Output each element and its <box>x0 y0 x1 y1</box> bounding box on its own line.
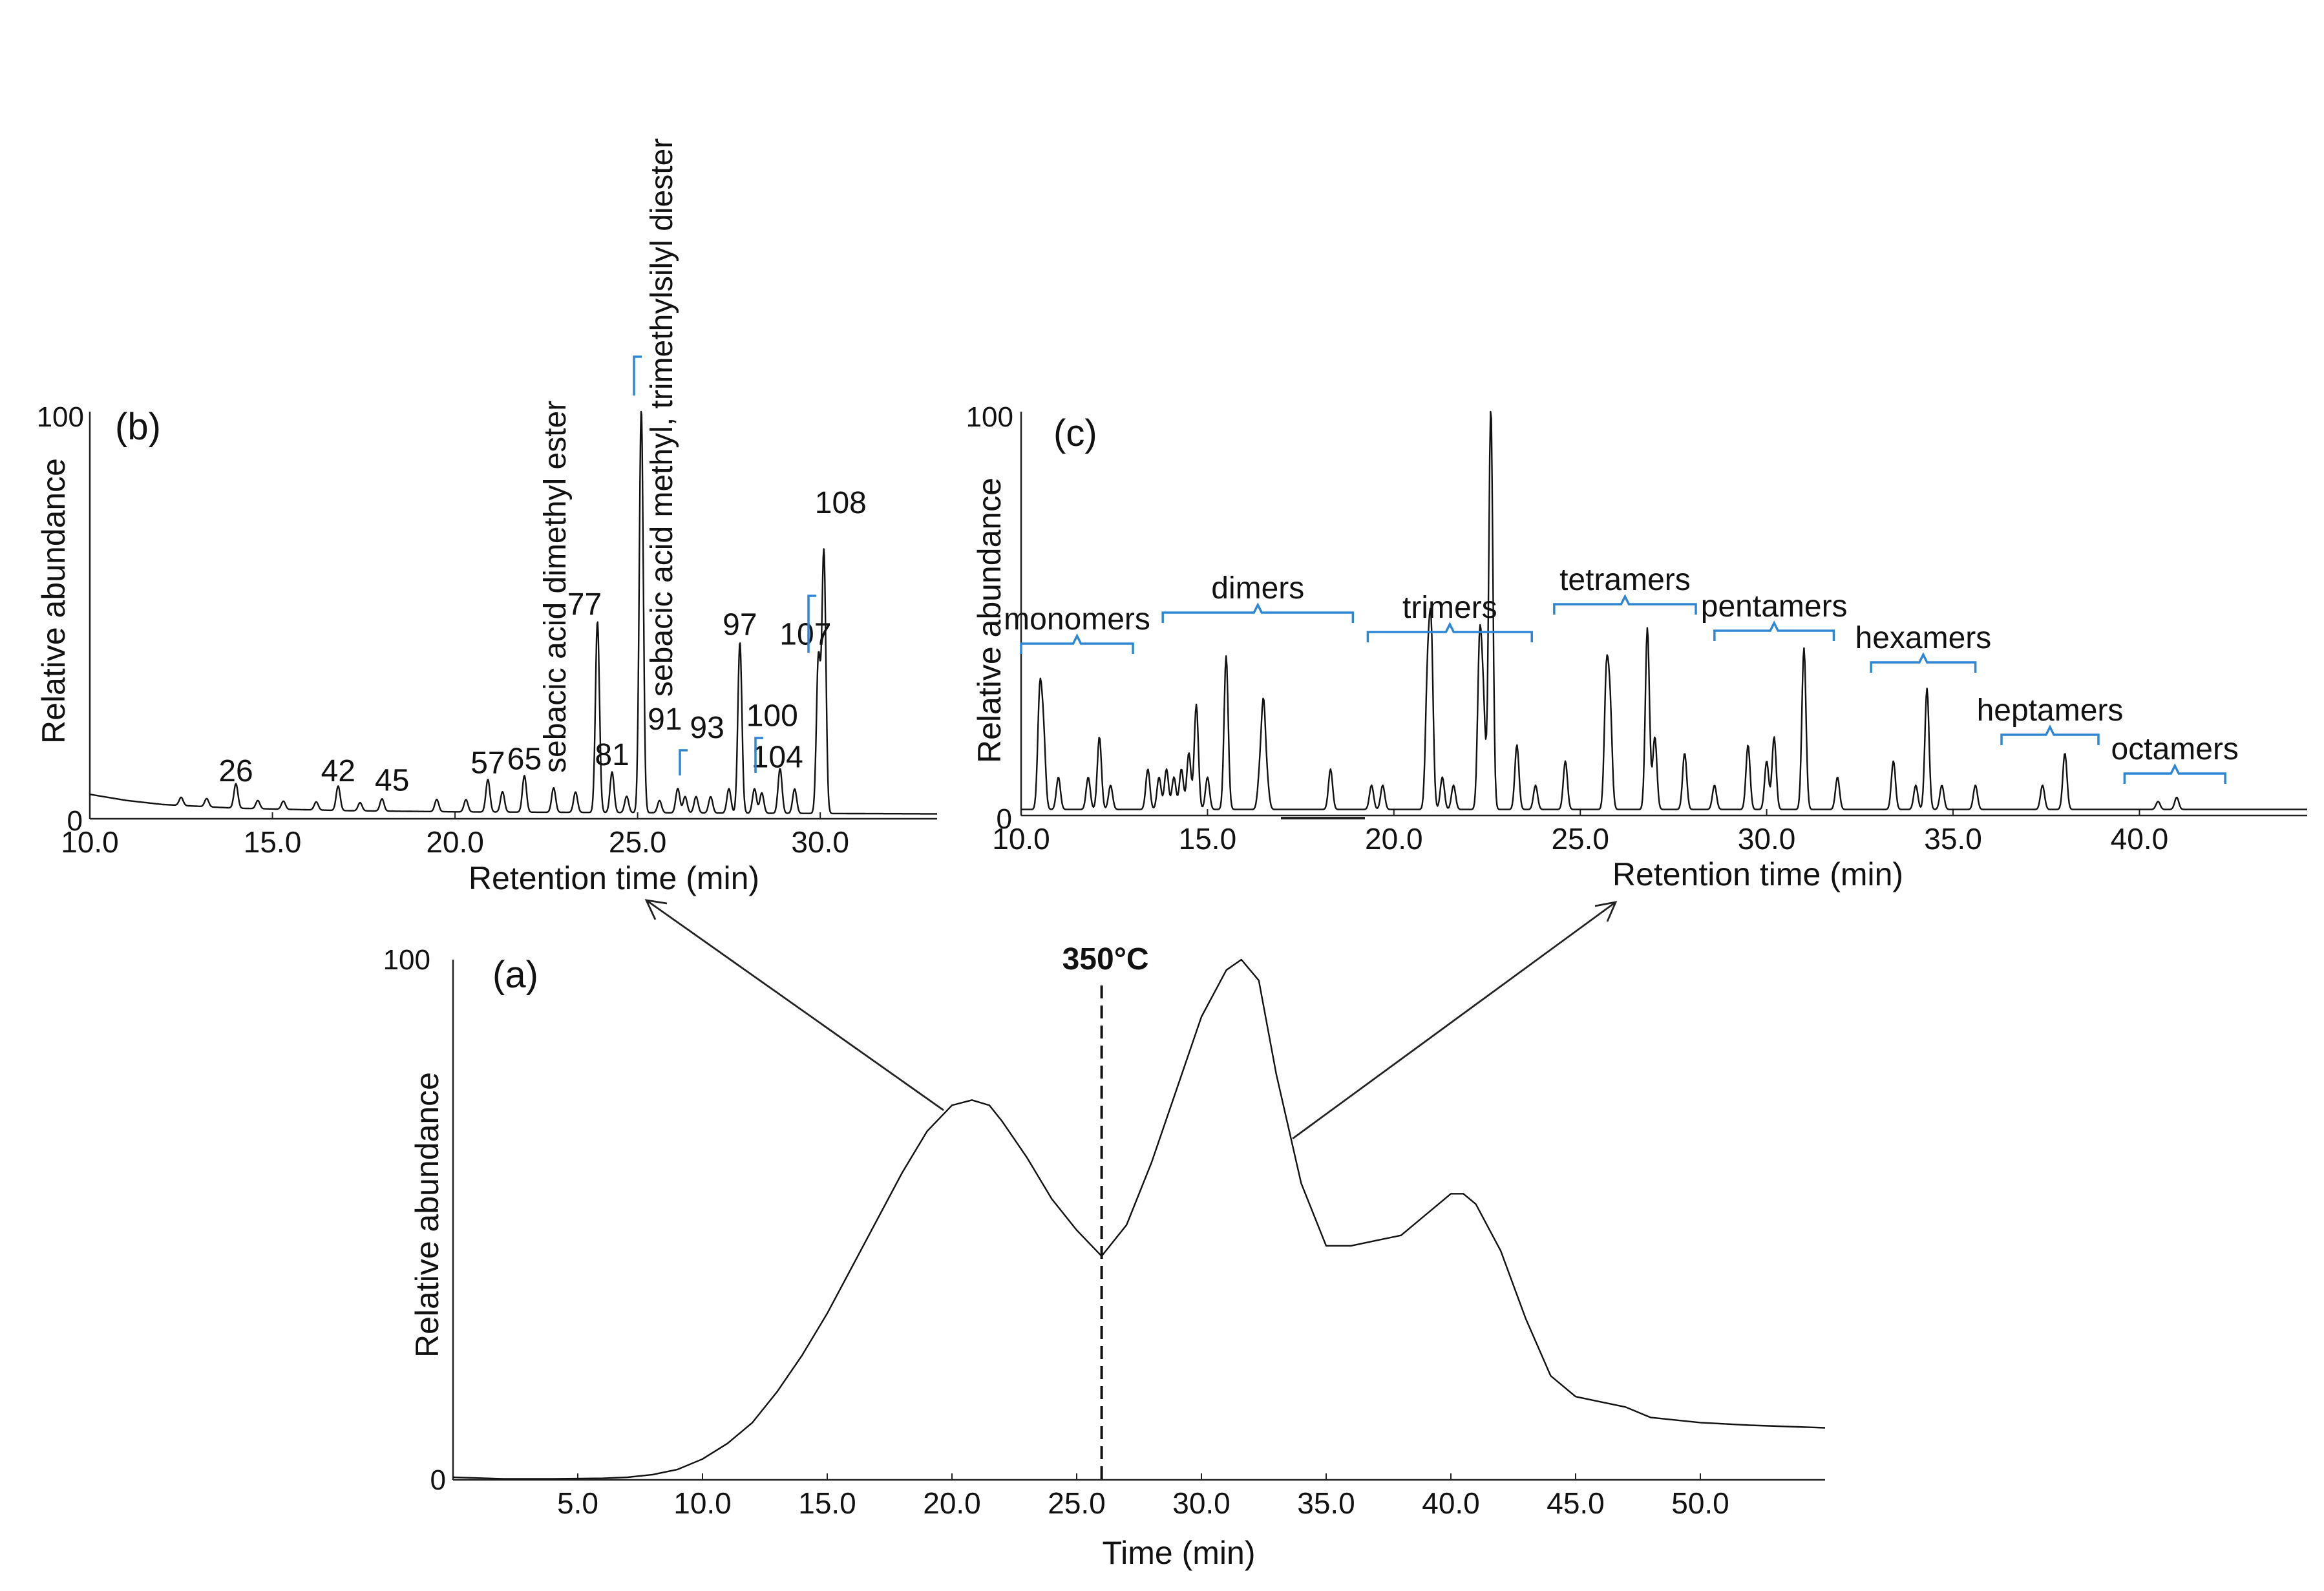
panel-a-trace <box>452 958 1826 1480</box>
panel-a-xtick-label: 15.0 <box>798 1486 856 1520</box>
panel-a-xtick-label: 40.0 <box>1422 1486 1480 1520</box>
bracket-octamers <box>2123 763 2226 784</box>
panel-c-oligomer-groups: monomersdimerstrimerstetramerspentamersh… <box>1004 563 2239 784</box>
panel-c-trace <box>1021 410 2307 810</box>
panel-c-xtick-label: 30.0 <box>1738 822 1796 856</box>
panel-b-xtick-label: 30.0 <box>791 825 849 859</box>
peak-label-42: 42 <box>321 754 355 788</box>
bracket-trimers <box>1366 622 1533 642</box>
peak-label-91: 91 <box>648 702 682 737</box>
arrow-to-c <box>1292 901 1616 1140</box>
bracket-peak-107 <box>807 595 816 653</box>
panel-a-label: (a) <box>492 954 538 996</box>
panel-b-xtick-label: 25.0 <box>609 825 667 859</box>
panel-a: 5.0 10.0 15.0 20.0 25.0 30.0 35.0 40.0 45.0 50.0 … <box>383 942 1826 1571</box>
bracket-dimers <box>1161 602 1355 623</box>
panel-b-xtick-label: 20.0 <box>426 825 484 859</box>
panel-a-ytick-100: 100 <box>383 944 430 976</box>
panel-a-xtick-label: 35.0 <box>1297 1486 1355 1520</box>
panel-c: 10.0 15.0 20.0 25.0 30.0 35.0 40.0 100 0 (c) R… <box>966 401 2307 892</box>
peak-label-65: 65 <box>507 742 542 776</box>
panel-c-xtick-label: 20.0 <box>1365 822 1423 856</box>
group-label-dimers: dimers <box>1211 571 1304 606</box>
panel-c-x-label: Retention time (min) <box>1612 856 1903 892</box>
panel-b-ytick-100: 100 <box>37 401 84 433</box>
bracket-monomers <box>1020 633 1134 654</box>
panel-b-xtick-label: 10.0 <box>61 825 119 859</box>
panel-b-xtick-label: 15.0 <box>244 825 302 859</box>
panel-c-y-label: Relative abundance <box>971 478 1008 763</box>
panel-b-peak-labels: 26 42 45 57 65 77 81 91 93 97 100 104 107 108 <box>218 486 867 798</box>
panel-c-ticks: 10.0 15.0 20.0 25.0 30.0 35.0 40.0 <box>992 809 2168 856</box>
bracket-heptamers <box>2000 724 2100 745</box>
arrow-head-c <box>1594 901 1618 922</box>
compound-label-trimethylsilyl-diester: sebacic acid methyl, trimethylsilyl dies… <box>645 138 679 697</box>
peak-label-26: 26 <box>218 754 253 788</box>
panel-a-ytick-0: 0 <box>430 1464 446 1496</box>
panel-a-xtick-label: 50.0 <box>1671 1486 1729 1520</box>
panel-b-ticks: 10.0 15.0 20.0 25.0 30.0 <box>61 812 849 859</box>
group-label-heptamers: heptamers <box>1977 693 2124 728</box>
panel-c-xtick-label: 40.0 <box>2111 822 2169 856</box>
group-label-tetramers: tetramers <box>1559 563 1691 597</box>
panel-a-xtick-label: 45.0 <box>1547 1486 1605 1520</box>
bracket-pentamers <box>1713 620 1835 641</box>
panel-c-xtick-label: 10.0 <box>992 822 1050 856</box>
panel-c-xtick-label: 35.0 <box>1924 822 1982 856</box>
bracket-tetramers <box>1553 594 1697 615</box>
panel-a-y-label: Relative abundance <box>409 1072 445 1358</box>
panel-a-ticks: 5.0 10.0 15.0 20.0 25.0 30.0 35.0 40.0 45.0 50.0 <box>557 1473 1729 1520</box>
peak-label-77: 77 <box>567 587 602 622</box>
bracket-compound-peak <box>633 355 642 395</box>
group-label-hexamers: hexamers <box>1855 621 1992 655</box>
panel-a-xtick-label: 30.0 <box>1172 1486 1231 1520</box>
bracket-peak-91 <box>679 749 688 775</box>
arrow-to-b <box>646 899 944 1112</box>
panel-a-xtick-label: 10.0 <box>673 1486 732 1520</box>
panel-b-ytick-0: 0 <box>67 805 83 837</box>
group-label-octamers: octamers <box>2111 732 2239 766</box>
temperature-marker-label: 350°C <box>1062 942 1149 976</box>
peak-label-57: 57 <box>470 746 505 781</box>
peak-label-45: 45 <box>375 764 409 798</box>
panel-b-trace <box>89 410 938 815</box>
connector-arrows <box>644 899 1618 1140</box>
bracket-hexamers <box>1870 652 1977 673</box>
panel-c-ytick-100: 100 <box>966 401 1013 433</box>
peak-label-108: 108 <box>815 486 867 520</box>
panel-a-xtick-label: 5.0 <box>557 1486 598 1520</box>
peak-label-97: 97 <box>723 607 757 642</box>
panel-a-x-label: Time (min) <box>1102 1535 1255 1571</box>
panel-b-y-label: Relative abundance <box>36 458 72 744</box>
panel-b-peak-brackets <box>633 355 816 775</box>
panel-c-xtick-label: 15.0 <box>1179 822 1237 856</box>
panel-c-label: (c) <box>1053 412 1097 454</box>
group-label-pentamers: pentamers <box>1701 589 1848 624</box>
bracket-peak-100 <box>754 737 763 773</box>
panel-b: 10.0 15.0 20.0 25.0 30.0 100 0 (b) Relative … <box>36 138 938 896</box>
panel-b-label: (b) <box>115 406 161 448</box>
group-label-monomers: monomers <box>1004 602 1150 637</box>
group-label-trimers: trimers <box>1402 591 1497 625</box>
arrow-head-b <box>644 899 668 920</box>
peak-label-93: 93 <box>690 711 724 745</box>
peak-label-81: 81 <box>595 738 629 772</box>
panel-a-xtick-label: 20.0 <box>923 1486 981 1520</box>
panel-a-xtick-label: 25.0 <box>1048 1486 1106 1520</box>
panel-c-xtick-label: 25.0 <box>1551 822 1609 856</box>
panel-c-ytick-0: 0 <box>997 803 1012 835</box>
peak-label-107: 107 <box>779 618 831 652</box>
panel-b-x-label: Retention time (min) <box>469 860 759 896</box>
compound-label-dimethyl-ester: sebacic acid dimethyl ester <box>538 401 573 773</box>
peak-label-100: 100 <box>746 699 798 733</box>
peak-label-104: 104 <box>752 741 803 775</box>
